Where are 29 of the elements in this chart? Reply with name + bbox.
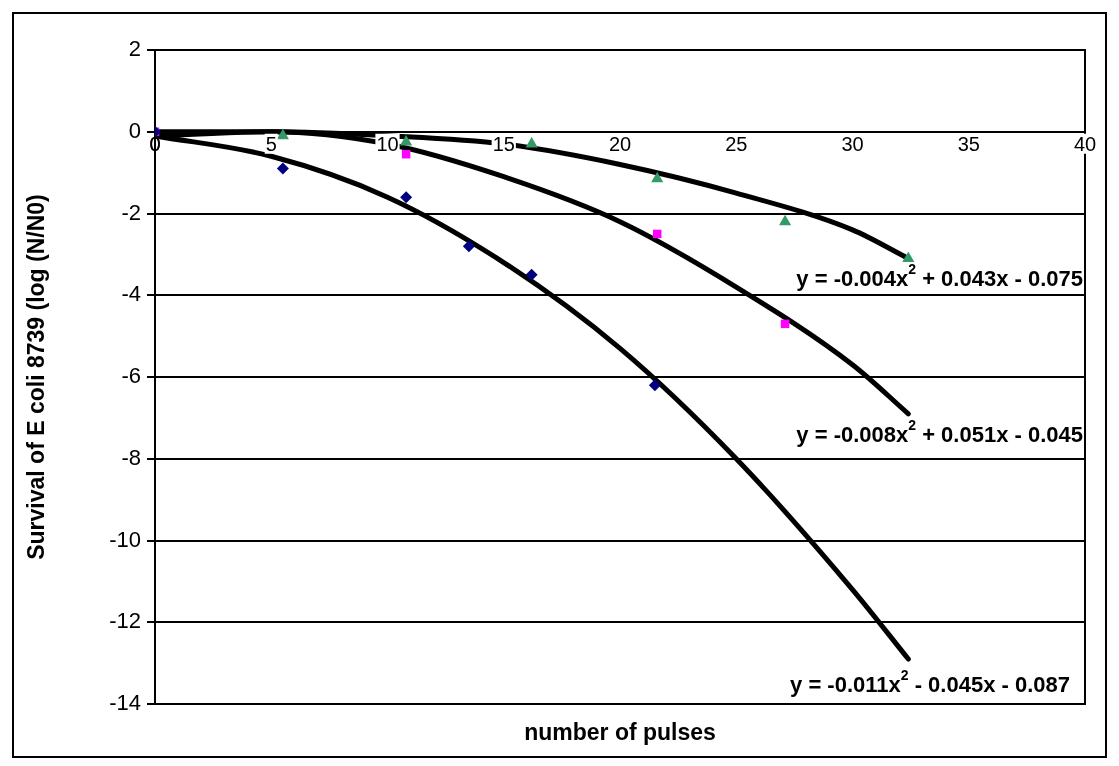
point (525, 137, 538, 148)
y-tick-label: -4 (121, 281, 141, 307)
point (648, 379, 661, 392)
x-tick-label: 15 (492, 133, 515, 156)
y-tick-label: -10 (109, 526, 141, 552)
point (779, 214, 792, 226)
y-tick-label: -2 (121, 199, 141, 225)
point (902, 251, 915, 262)
y-tick-label: -12 (109, 608, 141, 634)
y-tick-label: -6 (121, 363, 141, 389)
y-tick-label: -14 (109, 690, 141, 716)
y-tick-label: -8 (121, 444, 141, 470)
point (462, 240, 475, 253)
point (651, 171, 664, 183)
point (400, 134, 413, 146)
x-tick-label: 25 (725, 133, 748, 156)
x-tick-label: 30 (841, 133, 864, 156)
point (276, 162, 289, 175)
y-axis-title: Survival of E coli 8739 (log (N/N0) (23, 194, 50, 560)
point (276, 128, 289, 140)
point (400, 191, 413, 204)
point (525, 268, 538, 281)
x-tick-label: 10 (376, 133, 399, 156)
x-tick-label: 5 (265, 133, 277, 156)
x-tick-label: 35 (957, 133, 980, 156)
x-tick-label: 40 (1073, 133, 1097, 156)
y-tick-label: 2 (128, 36, 141, 62)
x-axis-title: number of pulses (524, 719, 716, 746)
x-tick-label: 20 (608, 133, 632, 156)
